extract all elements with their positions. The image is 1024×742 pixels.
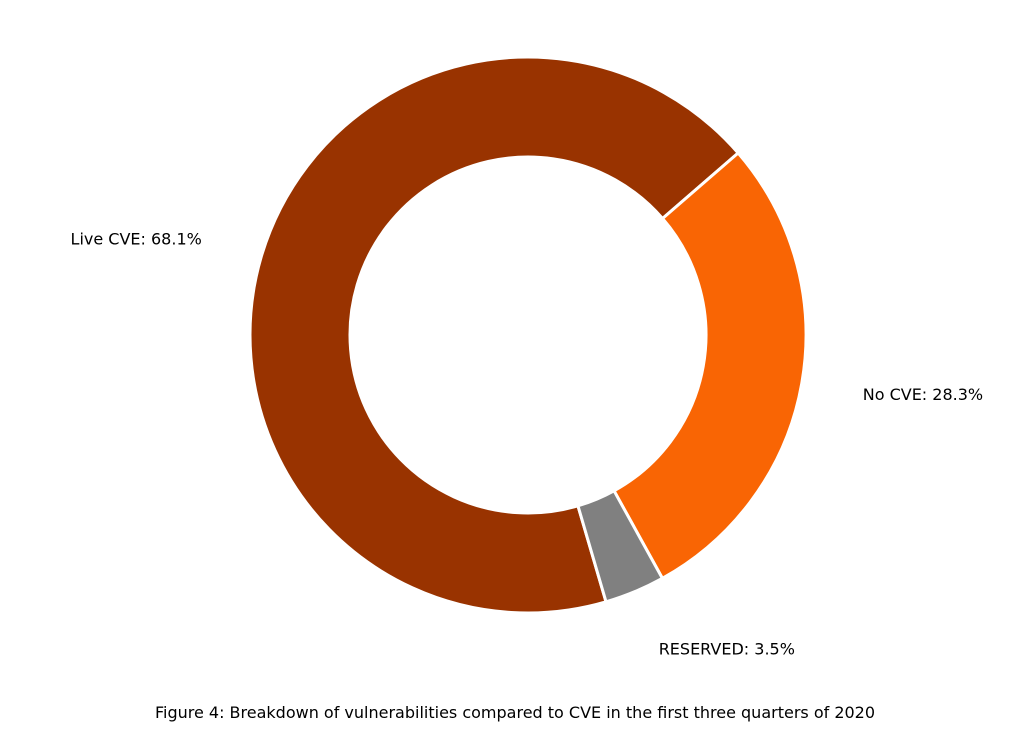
- donut-chart: Live CVE: 68.1% No CVE: 28.3% RESERVED: 3.…: [71, 55, 984, 658]
- slice-label-live-cve: Live CVE: 68.1%: [71, 229, 202, 248]
- slice-label-no-cve: No CVE: 28.3%: [863, 385, 983, 404]
- donut-slices: [248, 55, 808, 615]
- slice-reserved: [576, 489, 664, 604]
- slice-label-reserved: RESERVED: 3.5%: [659, 639, 795, 658]
- slice-no-cve: [612, 151, 808, 580]
- figure-caption: Figure 4: Breakdown of vulnerabilities c…: [154, 703, 876, 722]
- slice-labels: Live CVE: 68.1% No CVE: 28.3% RESERVED: 3.…: [71, 229, 984, 658]
- slice-live-cve: [248, 55, 740, 615]
